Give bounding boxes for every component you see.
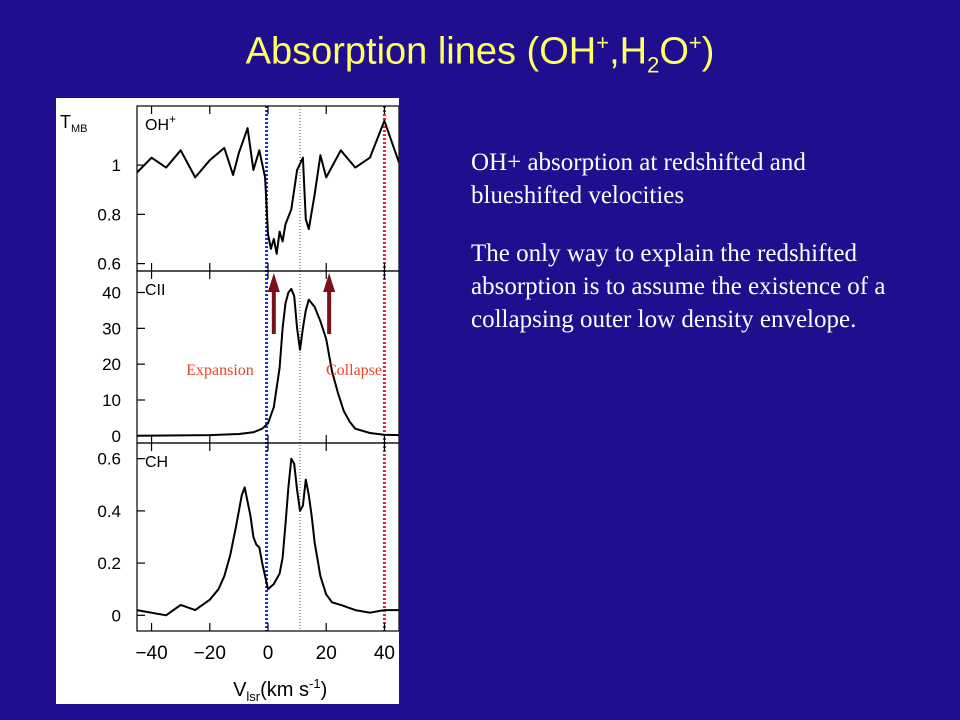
x-tick-label: 20 [316,643,337,664]
title-close: ) [701,30,715,73]
x-axis-label: Vlsr(km s-1) [233,676,327,704]
y-tick-label: 20 [102,355,121,374]
spectrum-line-cii [136,287,399,437]
y-tick-label: 10 [102,391,121,410]
arrow-head [267,273,280,292]
y-tick-label: 0.8 [97,205,121,224]
spectra-chart: 1 0.8 0.6 OH+ 40 30 20 10 0 CII 0.6 0.4 0.2 0 CH TMB −40… [60,105,399,704]
spectrum-line-oh [136,119,399,255]
arrow-head [323,273,336,292]
paragraph-1: OH+ absorption at redshifted and blueshi… [471,149,806,209]
paragraph-2: The only way to explain the redshifted a… [471,240,886,333]
x-tick-label: −20 [194,643,226,664]
title-main: Absorption lines (OH [245,30,597,73]
y-tick-label: 40 [102,284,121,303]
x-tick-label: 40 [374,643,395,664]
y-axis-label: TMB [60,112,88,135]
panel-label-oh: OH+ [145,112,176,134]
x-tick-label: 0 [263,643,274,664]
title-superscript-2: + [688,30,702,55]
panel-label-ch: CH [145,454,168,471]
y-tick-label: 1 [112,156,121,175]
title-superscript-1: + [596,30,610,55]
body-text: OH+ absorption at redshifted and blueshi… [471,146,911,361]
title-o: O [659,30,689,73]
y-tick-label: 0.4 [97,502,121,521]
spectra-figure: 1 0.8 0.6 OH+ 40 30 20 10 0 CII 0.6 0.4 0.2 0 CH TMB −40… [56,98,399,704]
expansion-label: Expansion [186,362,254,379]
y-tick-label: 0 [112,427,121,446]
x-tick-label: −40 [135,643,167,664]
title-subscript: 2 [647,52,660,78]
panel-label-cii: CII [145,282,165,299]
collapse-label: Collapse [326,362,382,379]
spectrum-line-ch [136,457,399,617]
y-tick-label: 0.6 [97,450,121,469]
y-tick-label: 30 [102,319,121,338]
y-tick-label: 0.6 [97,255,121,274]
title-mid: ,H [609,30,648,73]
slide-title: Absorption lines (OH+,H2O+) [0,30,960,78]
panel-frame-cii [136,270,399,444]
y-tick-label: 0.2 [97,554,121,573]
y-tick-label: 0 [112,606,121,625]
